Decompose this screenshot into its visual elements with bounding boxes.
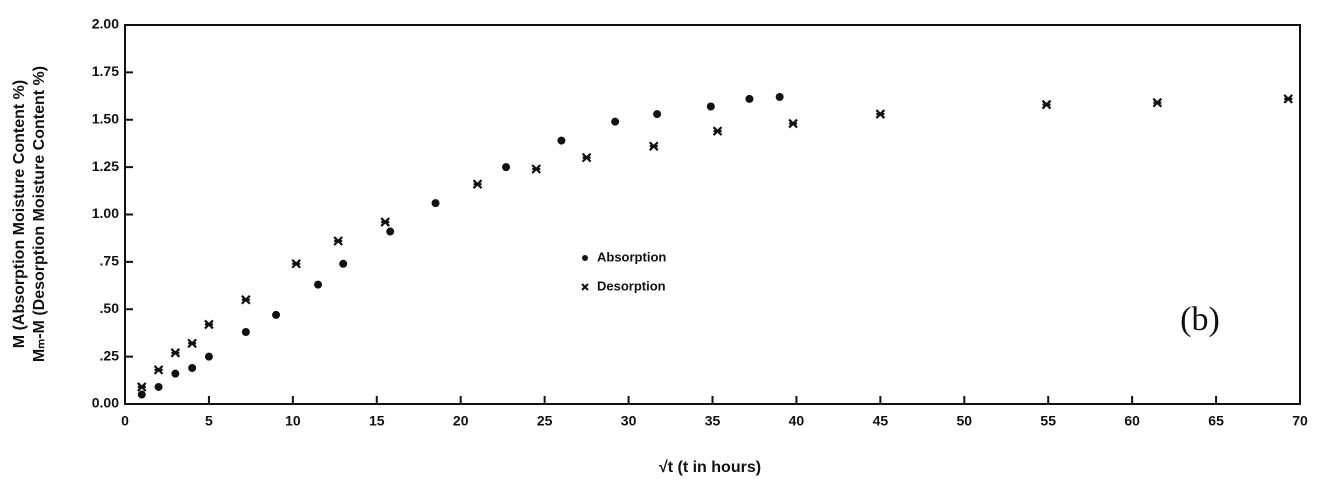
point	[472, 179, 483, 189]
point	[788, 118, 798, 129]
point	[1283, 94, 1294, 104]
x-tick-label: 25	[537, 413, 553, 429]
y-tick-label: 1.50	[92, 110, 119, 126]
point	[706, 102, 715, 111]
point	[875, 109, 886, 119]
point	[314, 280, 323, 289]
point	[291, 258, 301, 269]
y-tick-label: 2.00	[92, 16, 119, 32]
y-tick-label: 0.00	[92, 395, 119, 411]
point	[1152, 97, 1163, 108]
point	[170, 348, 181, 358]
point	[431, 199, 440, 208]
x-tick-label: 45	[873, 413, 889, 429]
annotation: (b)	[1180, 301, 1220, 338]
point	[653, 110, 662, 119]
point	[386, 227, 395, 236]
x-tick-label: 10	[285, 413, 301, 429]
y-tick-label: 1.00	[92, 205, 119, 221]
plot-frame	[124, 24, 1301, 405]
point	[333, 236, 343, 246]
point	[611, 117, 620, 126]
x-tick-label: 55	[1040, 413, 1056, 429]
x-tick-label: 65	[1208, 413, 1224, 429]
y-axis-label: Mₘ-M (Desorption Moisture Content %)	[31, 66, 48, 362]
legend-marker	[581, 283, 589, 291]
x-axis-label: √t (t in hours)	[659, 459, 761, 476]
point	[648, 141, 659, 152]
x-tick-label: 5	[205, 413, 213, 429]
point	[241, 327, 250, 336]
point	[204, 352, 213, 361]
point	[171, 369, 180, 378]
point	[241, 294, 251, 305]
point	[137, 390, 146, 399]
point	[712, 126, 723, 136]
y-tick-label: .75	[100, 253, 120, 269]
x-tick-label: 0	[121, 413, 129, 429]
point	[204, 319, 214, 330]
x-tick-label: 50	[956, 413, 972, 429]
point	[188, 363, 197, 372]
legend-marker	[582, 255, 588, 261]
x-tick-label: 30	[621, 413, 637, 429]
point	[154, 382, 163, 391]
x-tick-label: 40	[789, 413, 805, 429]
point	[557, 136, 566, 145]
point	[153, 365, 164, 375]
point	[1041, 99, 1052, 110]
x-tick-label: 60	[1124, 413, 1140, 429]
point	[187, 338, 197, 349]
point	[339, 259, 348, 268]
y-tick-label: .50	[100, 300, 120, 316]
point	[380, 217, 390, 227]
point	[581, 152, 592, 163]
x-tick-label: 15	[369, 413, 385, 429]
x-tick-label: 35	[705, 413, 721, 429]
point	[137, 382, 147, 392]
y-tick-label: 1.25	[92, 158, 119, 174]
point	[272, 310, 281, 319]
point	[502, 163, 511, 172]
y-tick-label: 1.75	[92, 63, 119, 79]
x-tick-label: 20	[453, 413, 469, 429]
point	[775, 93, 784, 102]
point	[531, 164, 542, 174]
legend-label: Desorption	[597, 278, 666, 293]
y-tick-label: .25	[100, 347, 120, 363]
point	[745, 94, 754, 103]
legend-label: Absorption	[597, 249, 666, 264]
y-axis-label: M (Absorption Moisture Content %)	[11, 80, 28, 348]
x-tick-label: 70	[1292, 413, 1308, 429]
